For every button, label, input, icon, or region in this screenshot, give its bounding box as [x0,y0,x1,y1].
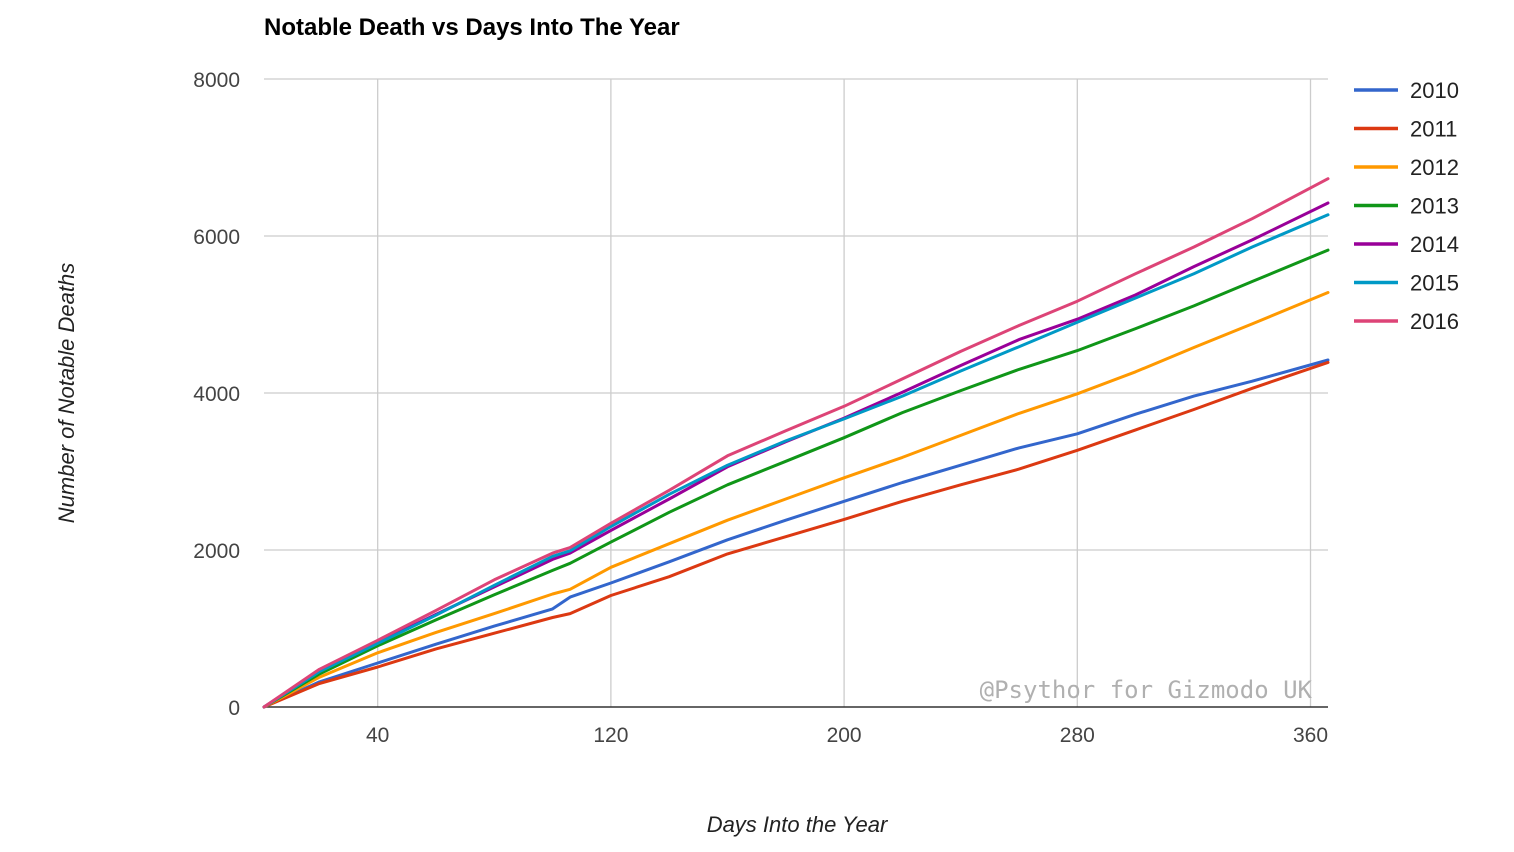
x-tick-label: 280 [1060,724,1095,747]
series-line-2014 [262,201,1330,709]
y-tick-label: 8000 [193,69,240,92]
y-tick-label: 4000 [193,383,240,406]
series-line-2016 [262,177,1330,709]
legend-label-2010: 2010 [1410,78,1459,103]
y-tick-label: 6000 [193,226,240,249]
legend-label-2014: 2014 [1410,232,1459,257]
series-line-2013 [262,248,1330,709]
series-line-2011 [262,360,1330,709]
y-axis-ticks: 0 2000 4000 6000 8000 [193,69,240,720]
legend-label-2015: 2015 [1410,271,1459,296]
x-tick-label: 120 [593,724,628,747]
series-line-2012 [262,291,1330,709]
series-lines [262,177,1330,709]
legend-label-2013: 2013 [1410,194,1459,219]
gridlines [264,78,1328,708]
x-axis-label: Days Into the Year [707,812,889,837]
x-tick-label: 40 [366,724,389,747]
legend-label-2016: 2016 [1410,309,1459,334]
legend: 2010 2011 2012 2013 2014 2015 2016 [1354,78,1459,334]
y-tick-label: 0 [228,697,240,720]
y-axis-label: Number of Notable Deaths [54,263,79,523]
y-tick-label: 2000 [193,540,240,563]
watermark-text: @Psythor for Gizmodo UK [980,676,1313,704]
series-line-2015 [262,213,1330,709]
legend-label-2012: 2012 [1410,155,1459,180]
x-tick-label: 360 [1293,724,1328,747]
x-tick-label: 200 [827,724,862,747]
legend-label-2011: 2011 [1410,117,1457,142]
chart-title: Notable Death vs Days Into The Year [264,14,680,41]
x-axis-ticks: 40 120 200 280 360 [366,724,1328,747]
series-line-2010 [262,358,1330,709]
